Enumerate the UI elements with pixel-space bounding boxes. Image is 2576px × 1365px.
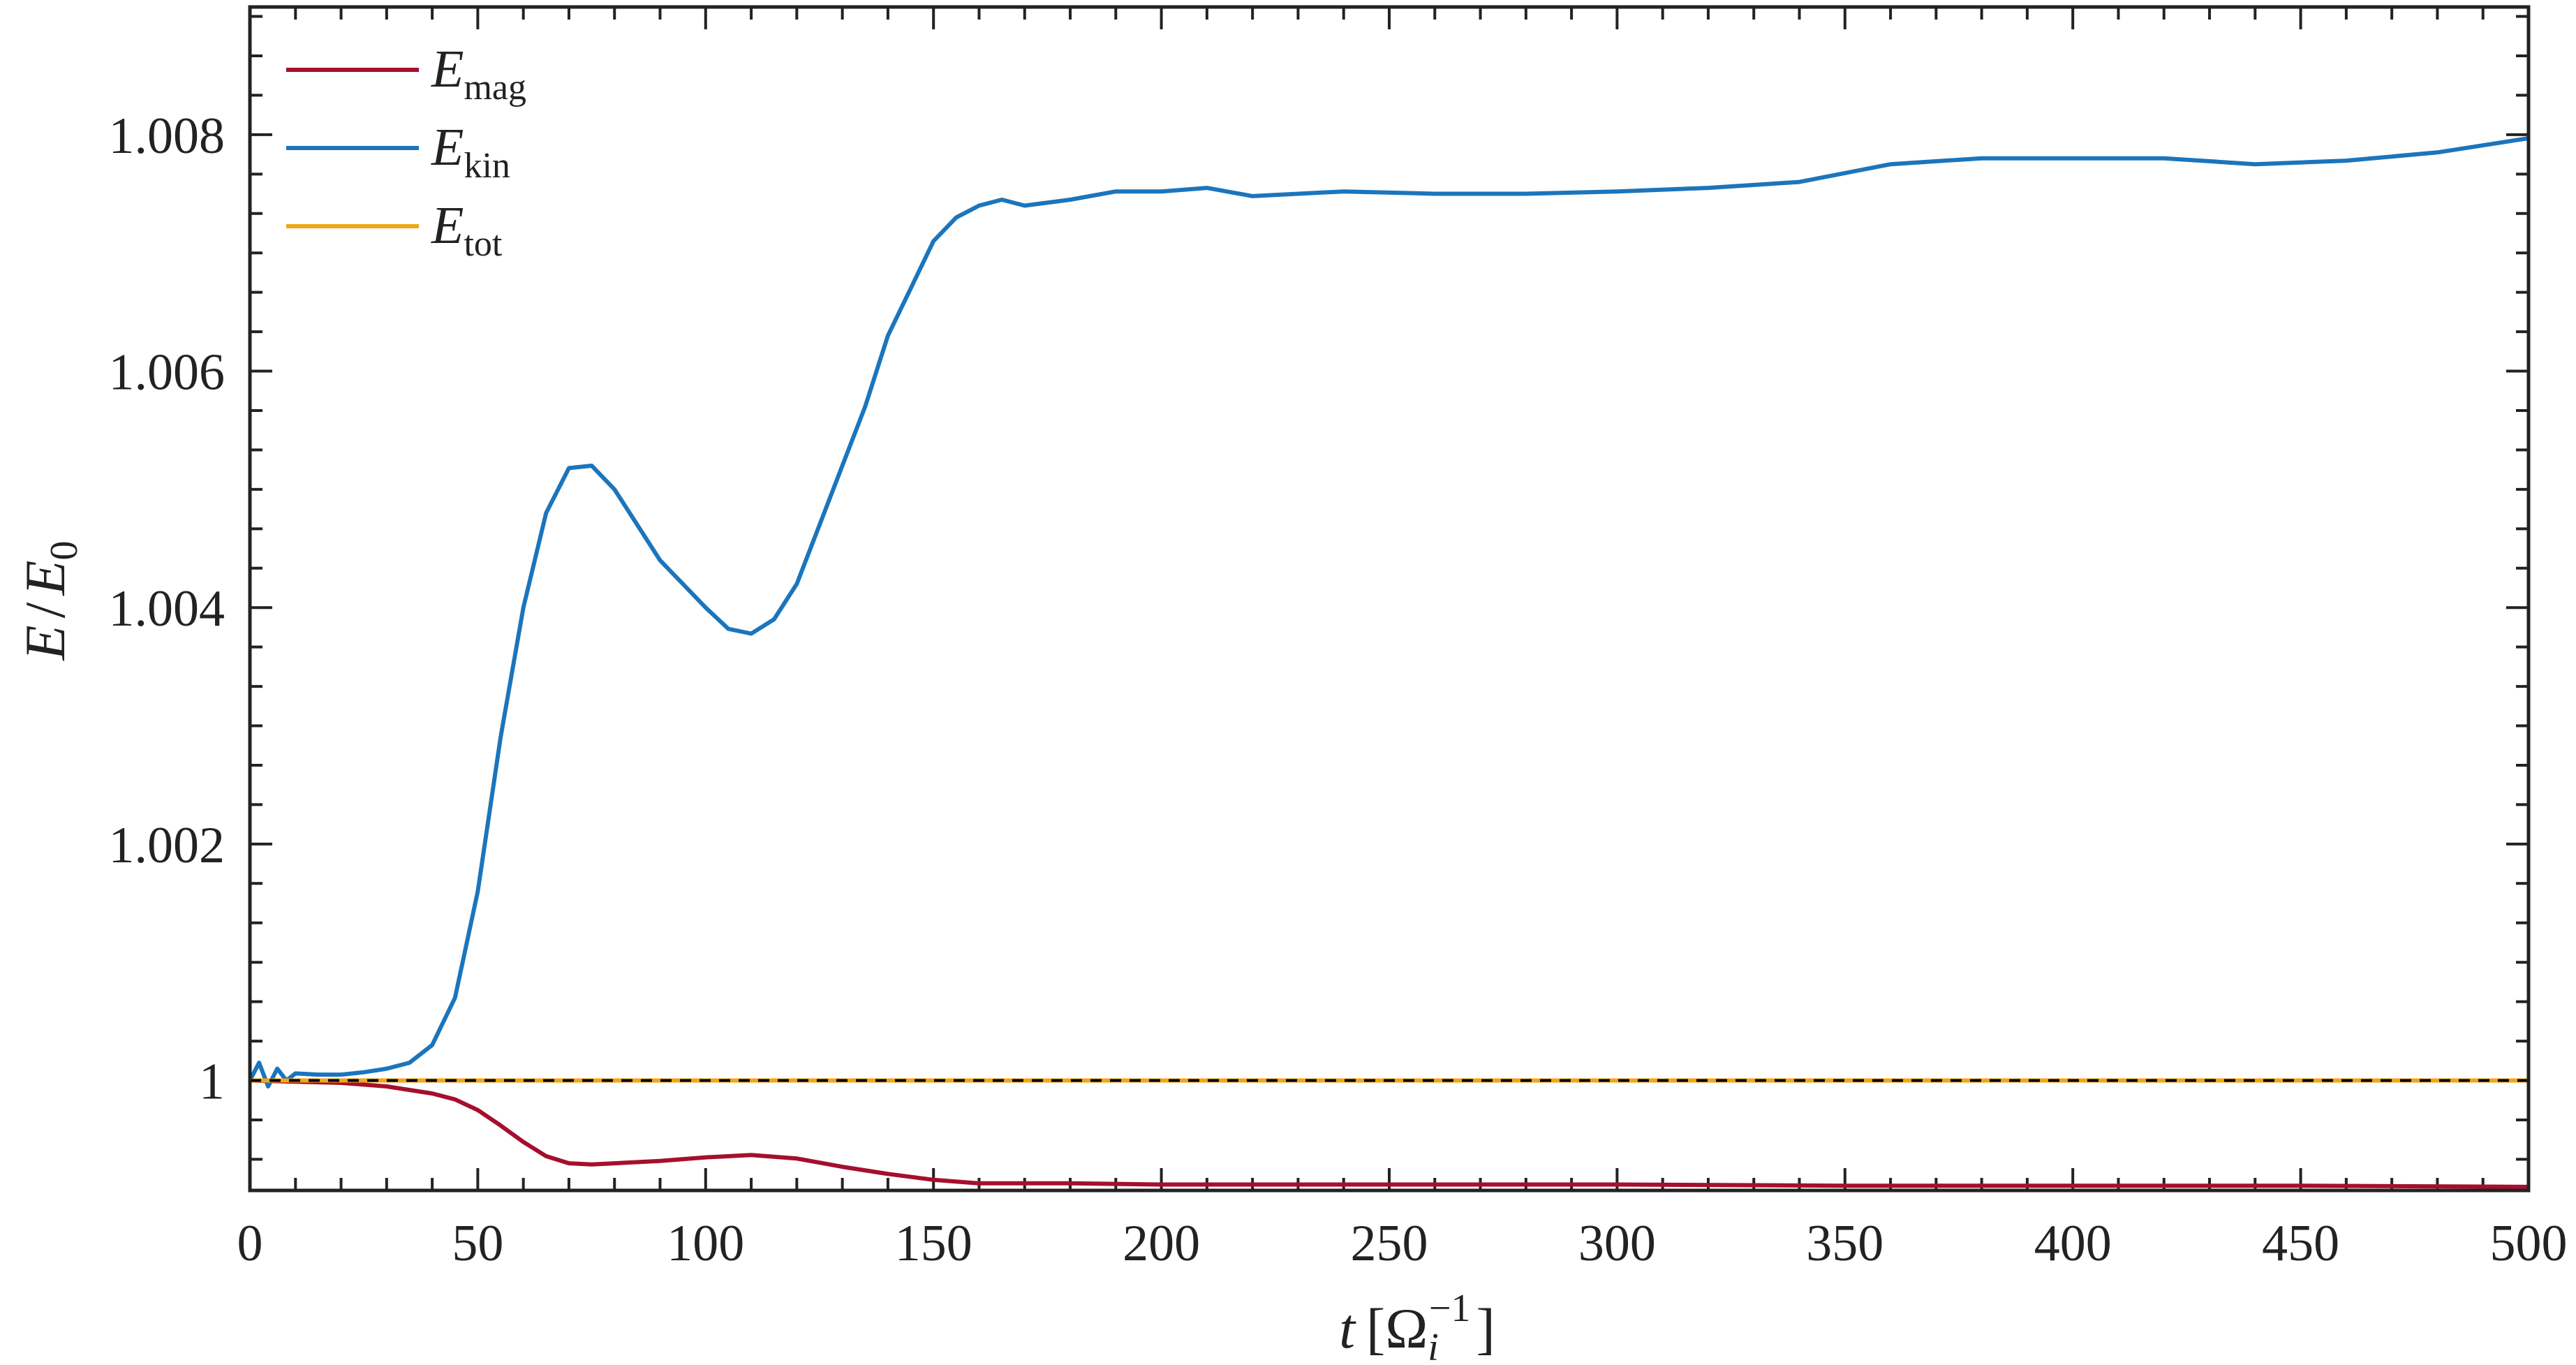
x-tick-label: 450 (2262, 1215, 2339, 1272)
series-line-mag (250, 1078, 2529, 1189)
plot-frame (248, 5, 2531, 1193)
y-tick-label: 1 (199, 1054, 225, 1111)
x-tick-label: 100 (667, 1215, 744, 1272)
x-tick-label: 200 (1123, 1215, 1200, 1272)
x-tick-label: 500 (2490, 1215, 2568, 1272)
x-tick-label: 150 (895, 1215, 972, 1272)
legend-label-mag: Emag (431, 40, 526, 108)
x-tick-label: 0 (237, 1215, 263, 1272)
x-tick-label: 400 (2034, 1215, 2112, 1272)
svg-text:E/E0: E/E0 (13, 541, 86, 661)
x-tick-label: 350 (1806, 1215, 1883, 1272)
legend-label-tot: Etot (431, 196, 503, 264)
tick-labels: 0 50 100 150 200 250 300 350 400 450 500 1 1.002 1.00… (109, 108, 2568, 1272)
series-line-kin (250, 136, 2529, 1089)
legend: Emag Ekin Etot (286, 40, 526, 264)
x-axis-title: t [Ωi−1] (1339, 1287, 1495, 1365)
series-layer (250, 136, 2529, 1189)
y-tick-label: 1.006 (109, 344, 225, 401)
y-tick-label: 1.004 (109, 580, 225, 637)
y-tick-label: 1.002 (109, 817, 225, 874)
x-tick-label: 250 (1351, 1215, 1428, 1272)
x-tick-label: 300 (1578, 1215, 1656, 1272)
x-tick-label: 50 (452, 1215, 503, 1272)
legend-label-kin: Ekin (431, 118, 510, 186)
y-tick-label: 1.008 (109, 108, 225, 165)
axis-ticks (249, 7, 2530, 1190)
y-axis-title: E/E0 (13, 541, 86, 661)
